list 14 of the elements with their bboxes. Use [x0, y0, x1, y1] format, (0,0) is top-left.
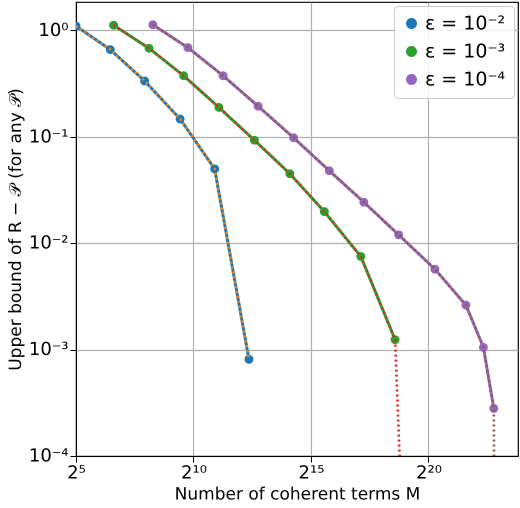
- y-tick-label: 10⁻²: [28, 232, 68, 254]
- legend-label: ε = 10⁻³: [425, 40, 506, 62]
- y-tick-label: 10⁻¹: [28, 126, 68, 148]
- legend-label: ε = 10⁻⁴: [425, 68, 506, 90]
- x-axis-title: Number of coherent terms M: [174, 484, 420, 504]
- x-tick-label: 2¹⁰: [181, 462, 207, 484]
- y-tick-label: 10⁻⁴: [28, 446, 68, 466]
- x-tick-label: 2⁵: [67, 462, 86, 484]
- legend-label: ε = 10⁻²: [425, 12, 506, 34]
- x-tick-label: 2¹⁵: [298, 462, 324, 484]
- y-tick-label: 10⁰: [38, 20, 68, 41]
- x-tick-label: 2²⁰: [416, 462, 442, 484]
- y-tick-label: 10⁻³: [28, 339, 68, 360]
- y-axis-title: Upper bound of R − 𝒫 (for any 𝒫): [6, 88, 26, 371]
